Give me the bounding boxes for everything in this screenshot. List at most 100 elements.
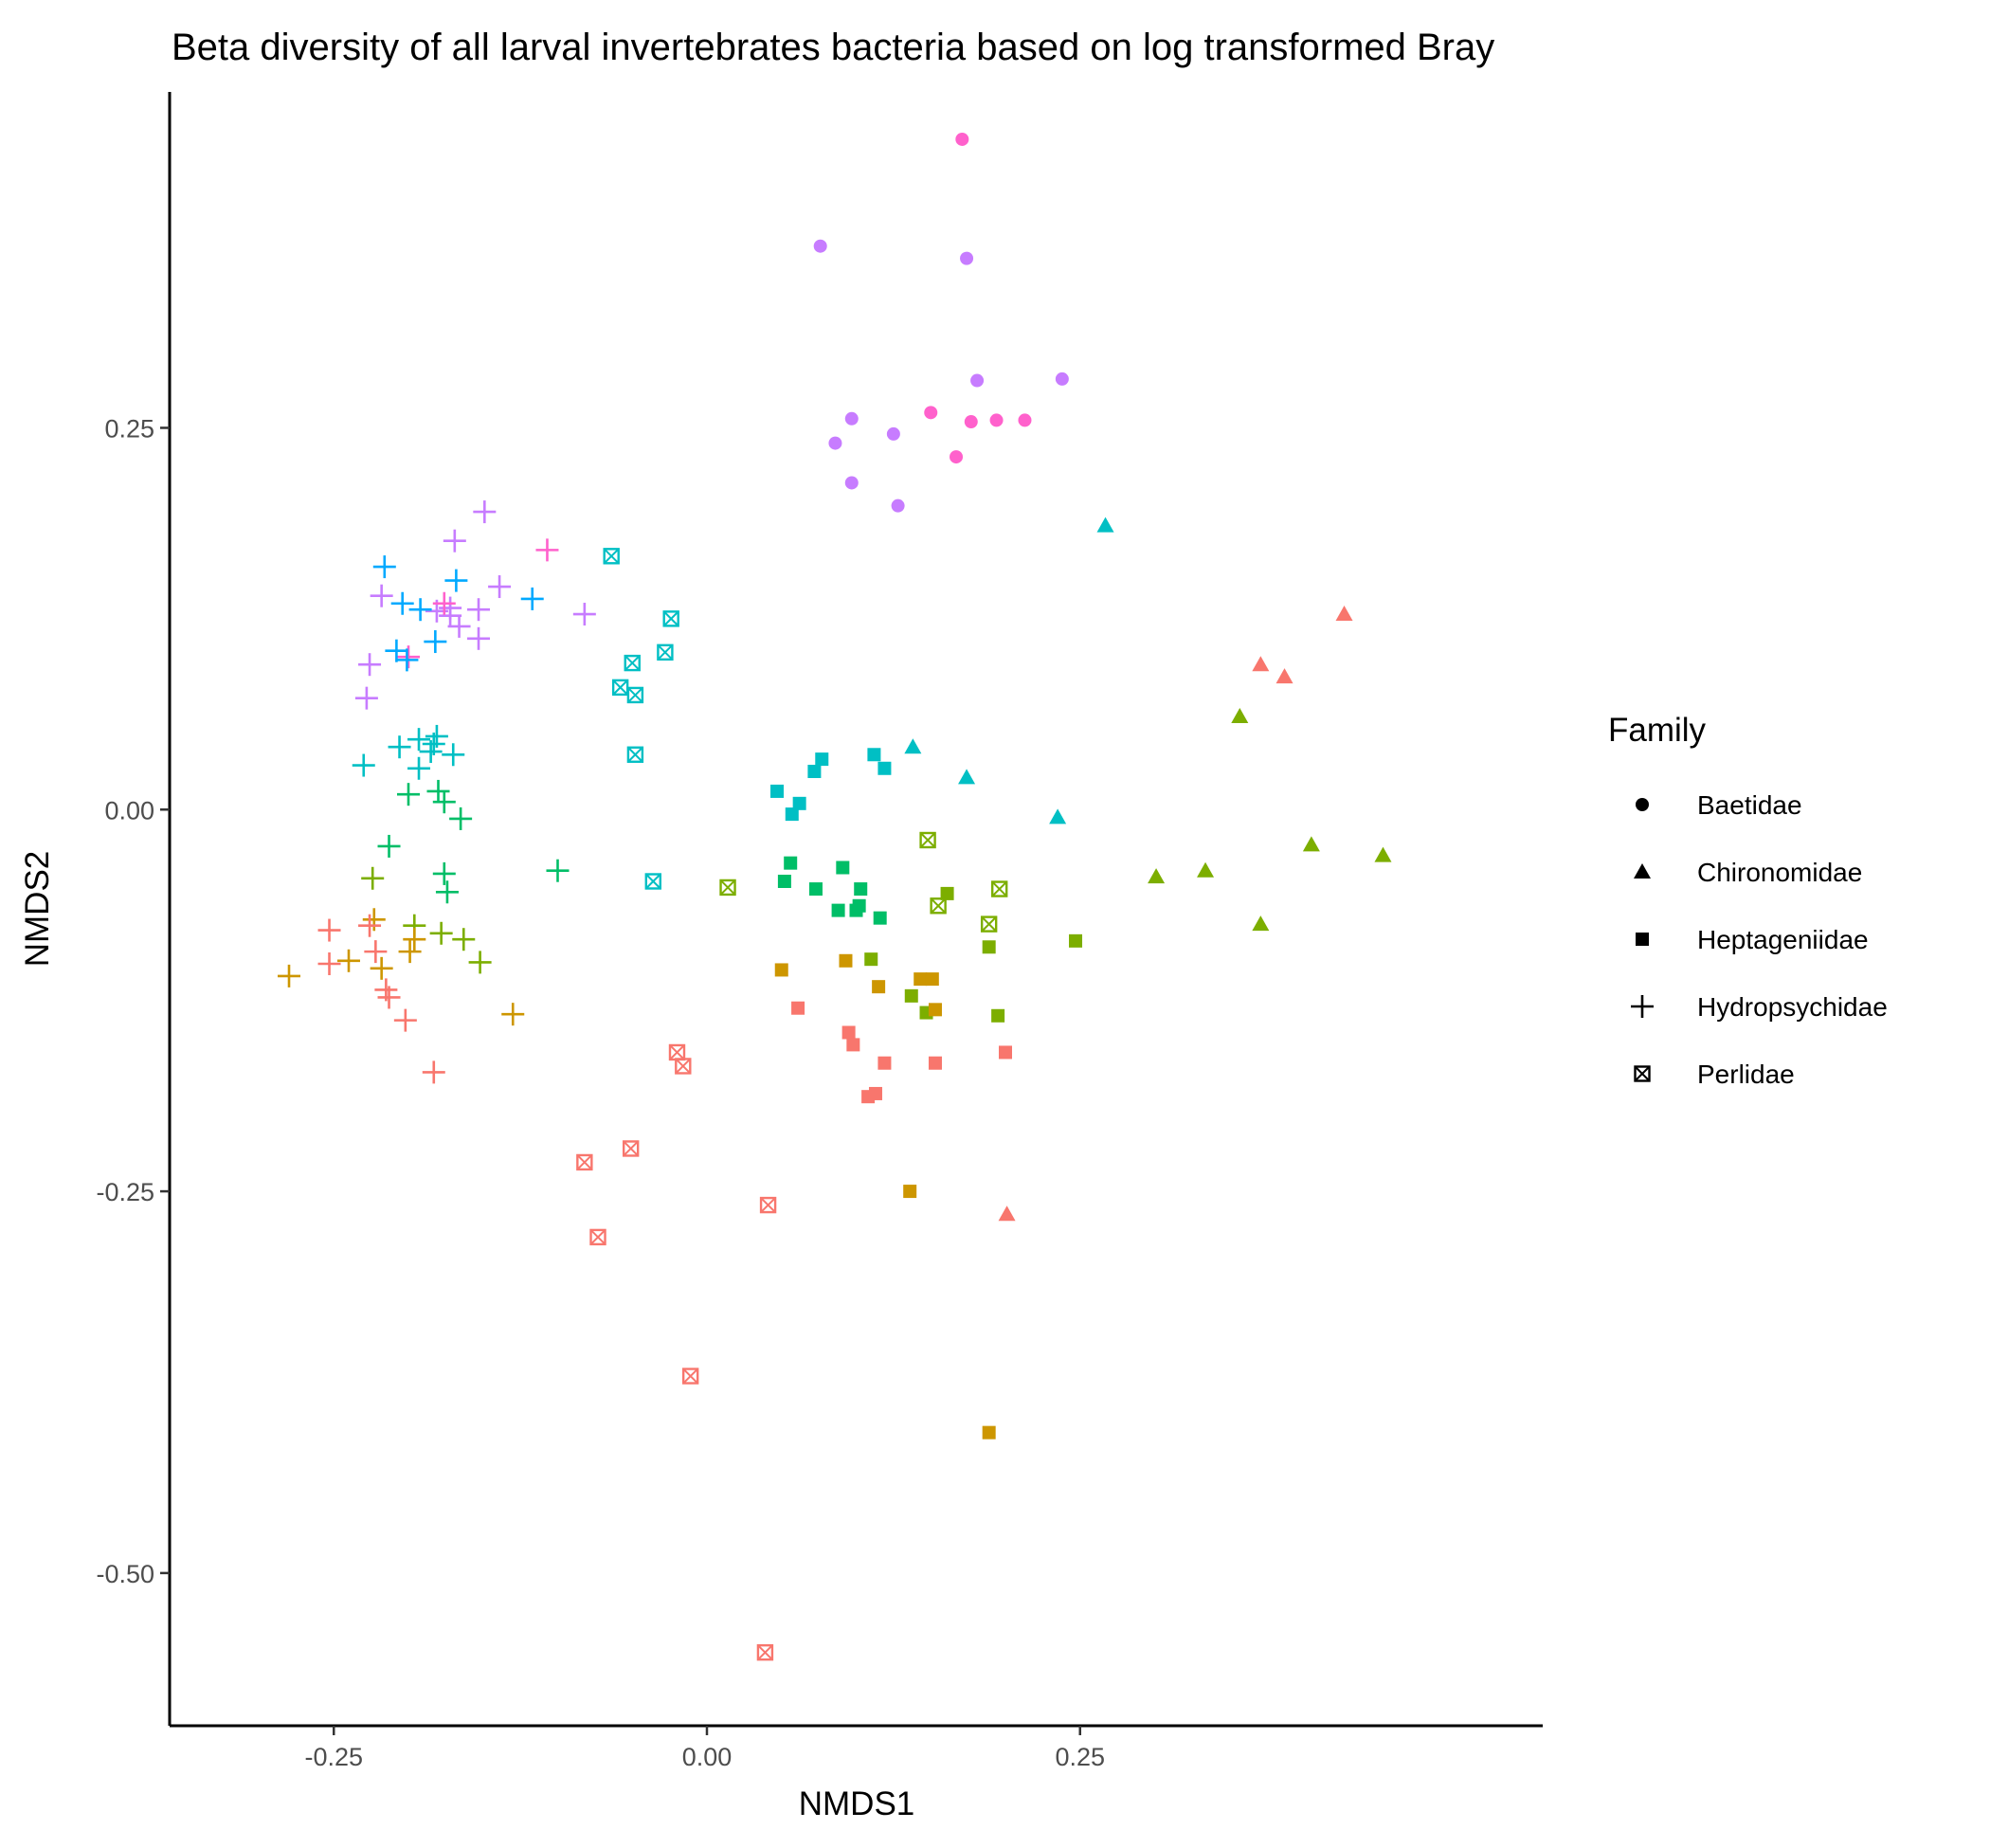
chironomidae-point (904, 738, 922, 754)
chironomidae-point (1096, 516, 1114, 533)
chironomidae-point (1302, 836, 1320, 852)
baetidae-point (844, 411, 859, 426)
heptageniidae-point (864, 952, 878, 967)
y-tick-label: 0.00 (104, 796, 154, 824)
perlidae-point (611, 679, 629, 697)
data-points (278, 132, 1392, 1661)
hydropsychidae-point (432, 861, 456, 885)
heptageniidae-point (928, 1003, 942, 1017)
heptageniidae-point (873, 911, 887, 925)
hydropsychidae-point (370, 956, 393, 980)
heptageniidae-point (792, 796, 806, 810)
baetidae-point (960, 251, 974, 265)
hydropsychidae-point (377, 986, 401, 1009)
x-tick-label: 0.00 (682, 1743, 733, 1771)
hydropsychidae-point (370, 584, 393, 607)
hydropsychidae-point (361, 866, 385, 890)
hydropsychidae-point (398, 940, 422, 964)
heptageniidae-point (831, 903, 845, 917)
perlidae-point (589, 1228, 606, 1246)
baetidae-point (828, 436, 842, 450)
hydropsychidae-point (426, 779, 450, 803)
chironomidae-point (1335, 606, 1353, 622)
perlidae-point (626, 746, 644, 763)
legend-hydropsychidae-label: Hydropsychidae (1697, 992, 1888, 1022)
heptageniidae-point (815, 752, 829, 767)
heptageniidae-point (877, 1056, 892, 1070)
hydropsychidae-point (444, 569, 468, 592)
y-axis-title: NMDS2 (19, 851, 56, 968)
hydropsychidae-point (397, 783, 420, 806)
x-tick-label: 0.25 (1055, 1743, 1105, 1771)
hydropsychidae-point (377, 834, 401, 858)
legend-chironomidae-label: Chironomidae (1697, 858, 1862, 887)
hydropsychidae-point (452, 928, 476, 951)
heptageniidae-point (854, 882, 868, 897)
heptageniidae-point (904, 988, 918, 1003)
hydropsychidae-point (422, 1060, 445, 1084)
hydropsychidae-point (447, 614, 471, 638)
legend-perlidae-key (1634, 1065, 1651, 1082)
heptageniidae-point (846, 1038, 860, 1052)
baetidae-point (844, 476, 859, 490)
hydropsychidae-point (488, 575, 512, 599)
baetidae-point (886, 426, 900, 441)
hydropsychidae-point (432, 591, 456, 615)
baetidae-point (1055, 371, 1069, 386)
baetidae-point (813, 239, 827, 253)
chironomidae-point (998, 1205, 1016, 1222)
legend-title: Family (1608, 712, 1707, 749)
perlidae-point (603, 548, 620, 565)
legend-hydropsychidae-key (1631, 995, 1654, 1018)
legend-baetidae-key (1636, 798, 1649, 811)
hydropsychidae-point (395, 648, 419, 672)
heptageniidae-point (868, 1086, 882, 1100)
hydropsychidae-point (354, 686, 378, 710)
legend-heptageniidae-key (1636, 933, 1649, 946)
heptageniidae-point (999, 1045, 1012, 1060)
chironomidae-point (958, 769, 976, 785)
heptageniidae-point (791, 1001, 805, 1015)
heptageniidae-point (872, 980, 886, 994)
perlidae-point (675, 1058, 692, 1075)
legend-entries: Baetidae Chironomidae Heptageniidae Hydrops… (1631, 790, 1888, 1089)
hydropsychidae-point (407, 756, 431, 780)
hydropsychidae-point (449, 806, 473, 830)
perlidae-point (930, 897, 947, 915)
perlidae-point (919, 831, 936, 849)
perlidae-point (681, 1368, 699, 1385)
hydropsychidae-point (388, 735, 411, 759)
chironomidae-point (1197, 861, 1215, 878)
x-tick-label: -0.25 (304, 1743, 363, 1771)
hydropsychidae-point (467, 626, 491, 650)
heptageniidae-point (852, 898, 866, 913)
hydropsychidae-point (317, 918, 341, 942)
chart-title: Beta diversity of all larval invertebrat… (172, 27, 1494, 68)
heptageniidae-point (914, 972, 928, 987)
hydropsychidae-point (467, 598, 491, 622)
y-tick-label: 0.25 (104, 414, 154, 443)
baetidae-point (1018, 413, 1032, 427)
hydropsychidae-point (424, 630, 447, 654)
heptageniidae-point (877, 761, 892, 775)
hydropsychidae-point (372, 555, 396, 579)
hydropsychidae-point (390, 591, 414, 615)
chironomidae-point (1252, 915, 1270, 932)
y-tick-label: -0.50 (96, 1560, 154, 1588)
baetidae-point (955, 132, 969, 146)
heptageniidae-point (777, 874, 791, 888)
hydropsychidae-point (393, 1008, 417, 1032)
hydropsychidae-point (422, 732, 445, 755)
chironomidae-point (1275, 668, 1294, 684)
hydropsychidae-point (337, 949, 360, 972)
heptageniidae-point (940, 886, 954, 900)
hydropsychidae-point (407, 728, 431, 752)
legend-perlidae-label: Perlidae (1697, 1060, 1795, 1089)
hydropsychidae-point (473, 500, 497, 524)
plot-area: -0.25 0.00 0.25 -0.50 -0.25 0.00 0.25 (96, 92, 1543, 1771)
y-tick-label: -0.25 (96, 1178, 154, 1206)
heptageniidae-point (839, 953, 853, 968)
hydropsychidae-point (439, 604, 462, 627)
heptageniidae-point (770, 784, 785, 798)
hydropsychidae-point (362, 908, 386, 932)
